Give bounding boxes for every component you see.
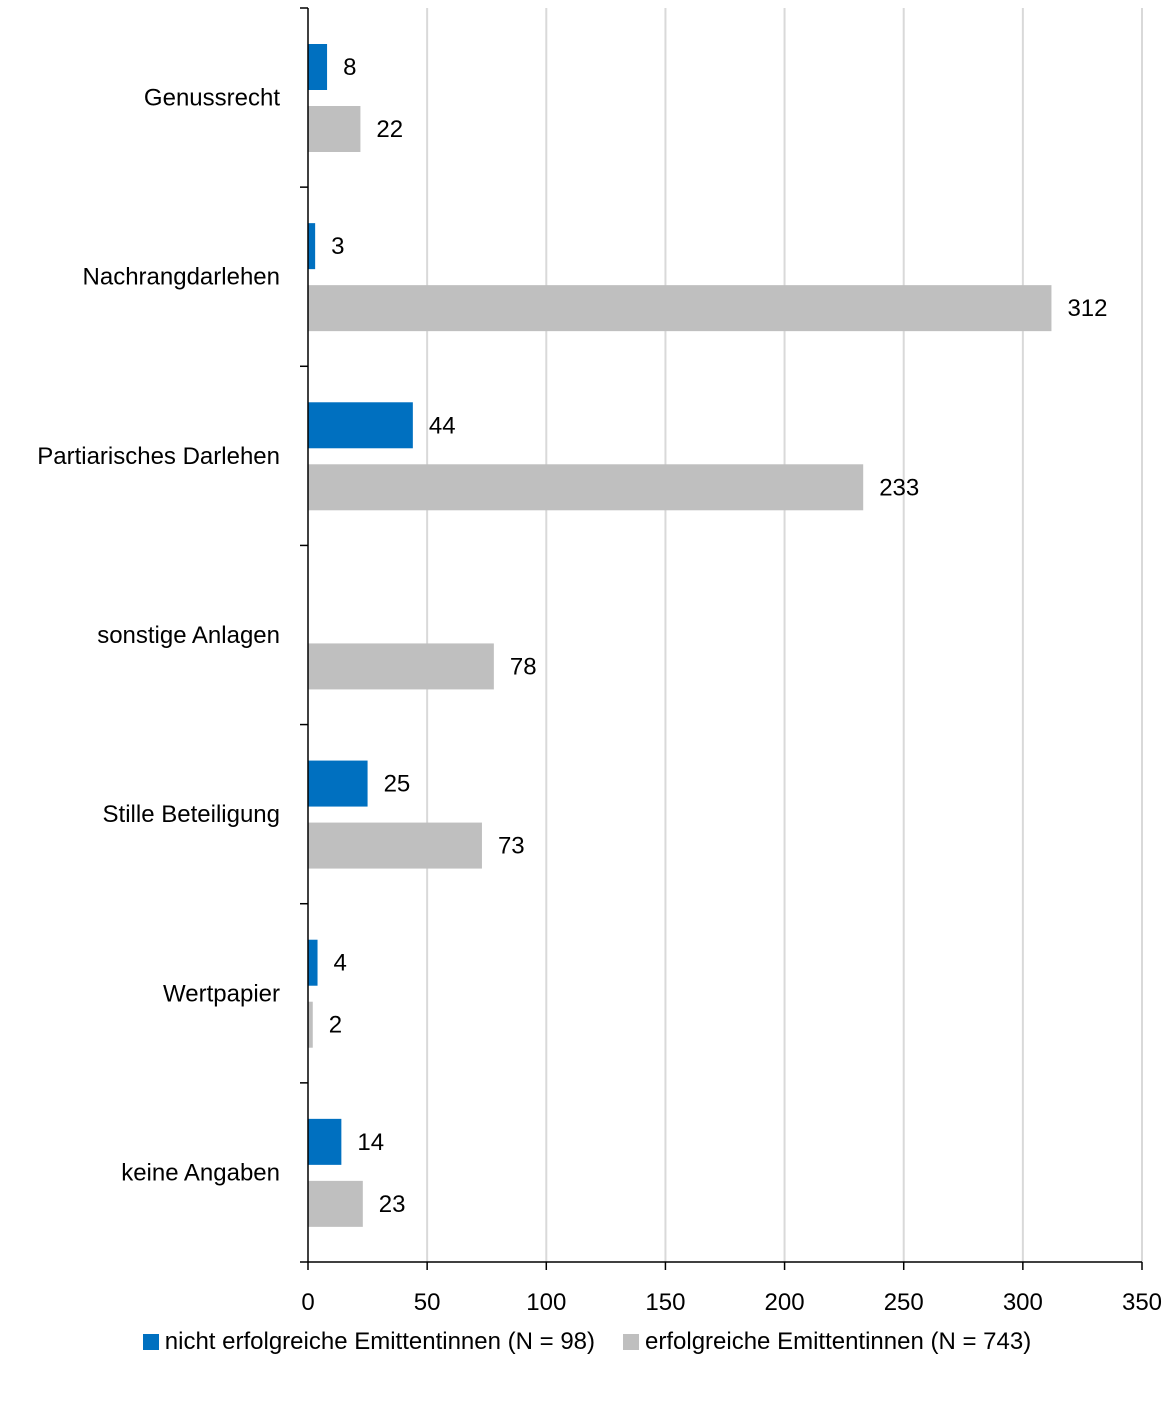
bar-s1-5 <box>308 939 318 986</box>
gridlines <box>426 8 1143 1262</box>
legend: nicht erfolgreiche Emittentinnen (N = 98… <box>0 1322 1174 1362</box>
data-label-s1-2: 44 <box>429 412 456 439</box>
data-label-s2-1: 312 <box>1067 295 1107 322</box>
x-tick-label-250: 250 <box>884 1289 924 1310</box>
bars <box>308 44 1052 1227</box>
labels: 0 50 100 150 200 250 300 350 Genussrecht 8 22 Nachr… <box>37 54 1162 1310</box>
category-label-3: sonstige Anlagen <box>97 622 280 649</box>
category-label-5: Wertpapier <box>163 980 280 1007</box>
axes <box>300 7 1143 1270</box>
data-label-s2-4: 73 <box>498 833 525 860</box>
data-label-s2-6: 23 <box>379 1191 406 1218</box>
bar-s2-5 <box>308 1001 313 1048</box>
bar-s1-2 <box>308 402 413 449</box>
data-label-s2-3: 78 <box>510 653 537 680</box>
bar-s2-1 <box>308 285 1052 332</box>
data-label-s2-0: 22 <box>376 116 403 143</box>
category-label-0: Genussrecht <box>144 85 280 112</box>
category-label-4: Stille Beteiligung <box>103 801 280 828</box>
data-label-s2-2: 233 <box>879 474 919 501</box>
legend-item-series-1: nicht erfolgreiche Emittentinnen (N = 98… <box>142 1328 595 1356</box>
bar-s1-1 <box>308 223 316 270</box>
x-tick-label-300: 300 <box>1003 1289 1043 1310</box>
data-label-s1-6: 14 <box>357 1129 384 1156</box>
bar-s1-6 <box>308 1118 342 1165</box>
x-tick-label-150: 150 <box>645 1289 685 1310</box>
legend-label-series-2: erfolgreiche Emittentinnen (N = 743) <box>645 1328 1032 1355</box>
x-tick-label-0: 0 <box>301 1289 314 1310</box>
data-label-s2-5: 2 <box>329 1012 342 1039</box>
bar-s2-0 <box>308 106 361 152</box>
x-tick-label-350: 350 <box>1122 1289 1162 1310</box>
legend-swatch-series-1 <box>142 1334 159 1350</box>
bar-s1-4 <box>308 760 368 807</box>
category-label-6: keine Angaben <box>121 1159 280 1186</box>
bar-s2-2 <box>308 464 864 511</box>
x-tick-label-200: 200 <box>765 1289 805 1310</box>
bar-s1-0 <box>308 44 328 90</box>
bar-s2-4 <box>308 822 482 869</box>
data-label-s1-1: 3 <box>331 233 344 260</box>
legend-item-series-2: erfolgreiche Emittentinnen (N = 743) <box>623 1328 1031 1356</box>
data-label-s1-0: 8 <box>343 54 356 81</box>
x-tick-label-50: 50 <box>414 1289 441 1310</box>
data-label-s1-5: 4 <box>334 950 347 977</box>
bar-s2-3 <box>308 643 494 690</box>
bar-chart: 0 50 100 150 200 250 300 350 Genussrecht 8 22 Nachr… <box>37 7 1162 1310</box>
legend-label-series-1: nicht erfolgreiche Emittentinnen (N = 98… <box>164 1328 595 1355</box>
data-label-s1-4: 25 <box>384 771 411 798</box>
category-label-2: Partiarisches Darlehen <box>37 443 280 470</box>
bar-s2-6 <box>308 1180 363 1227</box>
legend-swatch-series-2 <box>623 1334 639 1350</box>
category-label-1: Nachrangdarlehen <box>83 264 280 291</box>
x-tick-label-100: 100 <box>526 1289 566 1310</box>
